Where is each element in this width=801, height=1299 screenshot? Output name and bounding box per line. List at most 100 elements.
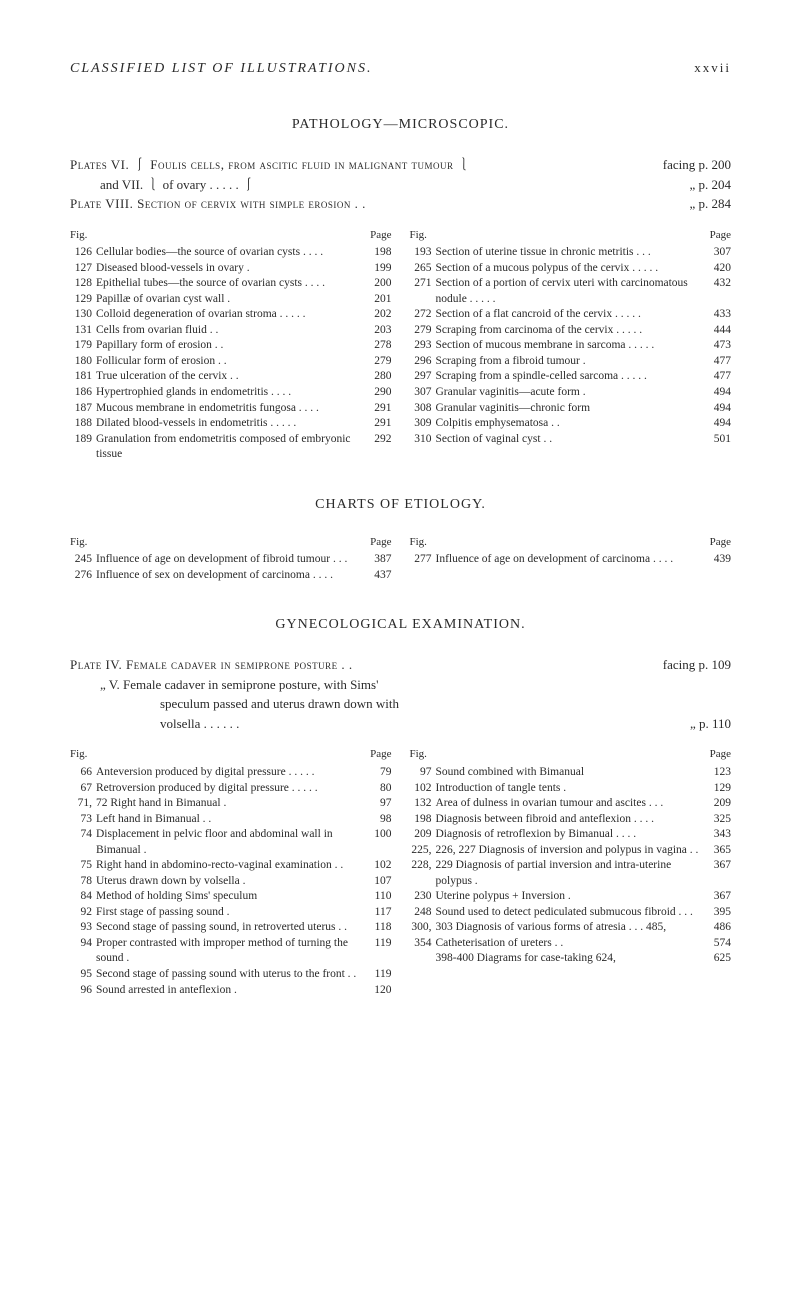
entry-page: 291 — [362, 401, 392, 417]
entry-num: 132 — [410, 796, 436, 812]
page-label: Page — [370, 228, 391, 243]
list-entry: 132Area of dulness in ovarian tumour and… — [410, 796, 732, 812]
entry-page: 501 — [701, 432, 731, 448]
entry-num: 92 — [70, 905, 96, 921]
entry-text: Influence of sex on development of carci… — [96, 568, 362, 584]
entry-page: 367 — [701, 858, 731, 874]
intro-line: speculum passed and uterus drawn down wi… — [70, 694, 731, 714]
entry-num: 187 — [70, 401, 96, 417]
list-entry: 102Introduction of tangle tents .129 — [410, 781, 732, 797]
entry-page: 292 — [362, 432, 392, 448]
intro-line: Plate VIII. Section of cervix with simpl… — [70, 194, 731, 214]
list-entry: 126Cellular bodies—the source of ovarian… — [70, 245, 392, 261]
page-label: Page — [370, 535, 391, 550]
entry-text: Uterine polypus + Inversion . — [436, 889, 702, 905]
entry-num: 225, — [410, 843, 436, 859]
entry-page: 198 — [362, 245, 392, 261]
entry-page: 202 — [362, 307, 392, 323]
entry-page: 494 — [701, 416, 731, 432]
page-label: Page — [710, 228, 731, 243]
entry-page: 80 — [362, 781, 392, 797]
intro-line: Plates VI. ⎰ Foulis cells, from ascitic … — [70, 155, 731, 175]
list-entry: 94Proper contrasted with improper method… — [70, 936, 392, 967]
entry-page: 290 — [362, 385, 392, 401]
entry-num: 297 — [410, 369, 436, 385]
list-entry: 225,226, 227 Diagnosis of inversion and … — [410, 843, 732, 859]
entry-page: 387 — [362, 552, 392, 568]
entry-num: 271 — [410, 276, 436, 292]
entry-text: Section of mucous membrane in sarcoma . … — [436, 338, 702, 354]
intro-text: Plates VI. ⎰ Foulis cells, from ascitic … — [70, 157, 471, 172]
entry-num: 272 — [410, 307, 436, 323]
entry-page: 437 — [362, 568, 392, 584]
list-entry: 265Section of a mucous polypus of the ce… — [410, 261, 732, 277]
intro-text: speculum passed and uterus drawn down wi… — [70, 694, 721, 714]
entry-page: 201 — [362, 292, 392, 308]
entry-page: 209 — [701, 796, 731, 812]
entry-text: Method of holding Sims' speculum — [96, 889, 362, 905]
list-entry: 128Epithelial tubes—the source of ovaria… — [70, 276, 392, 292]
list-entry: 300,303 Diagnosis of various forms of at… — [410, 920, 732, 936]
pathology-right-col: Fig. Page 193Section of uterine tissue i… — [410, 228, 732, 463]
entry-num: 102 — [410, 781, 436, 797]
entry-page: 102 — [362, 858, 392, 874]
entry-text: Diseased blood-vessels in ovary . — [96, 261, 362, 277]
entry-num: 126 — [70, 245, 96, 261]
gyn-intro: Plate IV. Female cadaver in semiprone po… — [70, 655, 731, 733]
list-entry: 181True ulceration of the cervix . .280 — [70, 369, 392, 385]
intro-text: volsella . . . . . . — [70, 714, 680, 734]
entry-text: Dilated blood-vessels in endometritis . … — [96, 416, 362, 432]
entry-num: 308 — [410, 401, 436, 417]
entry-text: Cells from ovarian fluid . . — [96, 323, 362, 339]
entry-text: Granular vaginitis—acute form . — [436, 385, 702, 401]
entry-num: 228, — [410, 858, 436, 874]
entry-text: Uterus drawn down by volsella . — [96, 874, 362, 890]
entry-page: 278 — [362, 338, 392, 354]
list-entry: 277Influence of age on development of ca… — [410, 552, 732, 568]
intro-line: „ V. Female cadaver in semiprone posture… — [70, 675, 731, 695]
fig-label: Fig. — [70, 535, 87, 550]
list-entry: 180Follicular form of erosion . .279 — [70, 354, 392, 370]
entry-page: 280 — [362, 369, 392, 385]
entry-text: Second stage of passing sound, in retrov… — [96, 920, 362, 936]
list-entry: 95Second stage of passing sound with ute… — [70, 967, 392, 983]
entry-text: Section of a flat cancroid of the cervix… — [436, 307, 702, 323]
pathology-columns: Fig. Page 126Cellular bodies—the source … — [70, 228, 731, 463]
list-entry: 66Anteversion produced by digital pressu… — [70, 765, 392, 781]
entry-text: Sound combined with Bimanual — [436, 765, 702, 781]
entry-text: Displacement in pelvic floor and abdomin… — [96, 827, 362, 858]
entry-text: Retroversion produced by digital pressur… — [96, 781, 362, 797]
entry-text: Right hand in abdomino-recto-vaginal exa… — [96, 858, 362, 874]
entry-num: 67 — [70, 781, 96, 797]
entry-num: 128 — [70, 276, 96, 292]
entry-num: 230 — [410, 889, 436, 905]
gyn-title: GYNECOLOGICAL EXAMINATION. — [70, 617, 731, 633]
entry-page: 420 — [701, 261, 731, 277]
entry-text: Sound arrested in anteflexion . — [96, 983, 362, 999]
pathology-left-col: Fig. Page 126Cellular bodies—the source … — [70, 228, 392, 463]
entry-page: 307 — [701, 245, 731, 261]
entry-num: 129 — [70, 292, 96, 308]
entry-num: 93 — [70, 920, 96, 936]
intro-text: and VII. ⎱ of ovary . . . . . ⎰ — [70, 175, 679, 195]
list-entry: 130Colloid degeneration of ovarian strom… — [70, 307, 392, 323]
entry-page: 279 — [362, 354, 392, 370]
entry-num: 71, — [70, 796, 96, 812]
entry-page: 343 — [701, 827, 731, 843]
entry-text: Section of a portion of cervix uteri wit… — [436, 276, 702, 307]
entry-page: 494 — [701, 401, 731, 417]
list-entry: 71,72 Right hand in Bimanual .97 — [70, 796, 392, 812]
entry-num: 277 — [410, 552, 436, 568]
col-header: Fig. Page — [70, 228, 392, 243]
intro-text: „ V. Female cadaver in semiprone posture… — [70, 675, 721, 695]
list-entry: 84Method of holding Sims' speculum110 — [70, 889, 392, 905]
list-entry: 179Papillary form of erosion . .278 — [70, 338, 392, 354]
entry-text: Scraping from carcinoma of the cervix . … — [436, 323, 702, 339]
charts-right-col: Fig. Page 277Influence of age on develop… — [410, 535, 732, 584]
entry-text: Cellular bodies—the source of ovarian cy… — [96, 245, 362, 261]
entry-num: 265 — [410, 261, 436, 277]
entry-text: Epithelial tubes—the source of ovarian c… — [96, 276, 362, 292]
entry-page: 100 — [362, 827, 392, 843]
entry-page: 473 — [701, 338, 731, 354]
intro-page: facing p. 109 — [653, 655, 731, 675]
